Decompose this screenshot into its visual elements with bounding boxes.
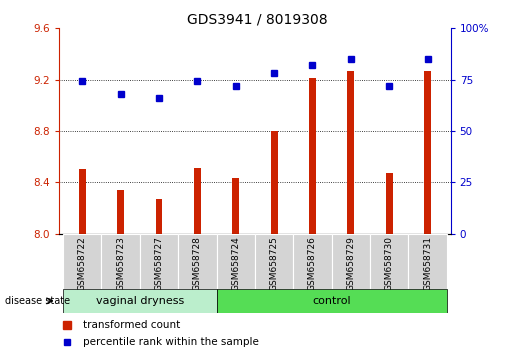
Bar <box>386 173 392 234</box>
Text: GSM658728: GSM658728 <box>193 236 202 291</box>
Bar <box>294 234 332 289</box>
Text: GSM658723: GSM658723 <box>116 236 125 291</box>
Bar <box>178 234 216 289</box>
Bar <box>216 234 255 289</box>
Bar <box>332 234 370 289</box>
Text: GSM658729: GSM658729 <box>347 236 355 291</box>
Bar <box>348 71 354 234</box>
Bar <box>79 170 85 234</box>
Bar <box>101 234 140 289</box>
Text: transformed count: transformed count <box>83 320 180 330</box>
Bar <box>408 234 447 289</box>
Text: GSM658727: GSM658727 <box>154 236 163 291</box>
Text: vaginal dryness: vaginal dryness <box>96 296 184 306</box>
Bar <box>370 234 408 289</box>
Bar <box>117 190 124 234</box>
Text: percentile rank within the sample: percentile rank within the sample <box>83 337 259 347</box>
Text: GSM658722: GSM658722 <box>78 236 87 291</box>
Text: disease state: disease state <box>5 296 70 306</box>
Text: GSM658730: GSM658730 <box>385 236 394 291</box>
Bar <box>232 178 239 234</box>
Text: GSM658724: GSM658724 <box>231 236 240 291</box>
Bar <box>271 131 278 234</box>
Text: GSM658726: GSM658726 <box>308 236 317 291</box>
Bar <box>63 234 101 289</box>
Bar <box>216 289 447 313</box>
Bar <box>156 199 162 234</box>
Bar <box>63 289 216 313</box>
Text: GDS3941 / 8019308: GDS3941 / 8019308 <box>187 12 328 27</box>
Bar <box>424 71 431 234</box>
Bar <box>194 168 201 234</box>
Bar <box>140 234 178 289</box>
Text: GSM658725: GSM658725 <box>270 236 279 291</box>
Text: GSM658731: GSM658731 <box>423 236 432 291</box>
Bar <box>309 78 316 234</box>
Bar <box>255 234 294 289</box>
Text: control: control <box>313 296 351 306</box>
